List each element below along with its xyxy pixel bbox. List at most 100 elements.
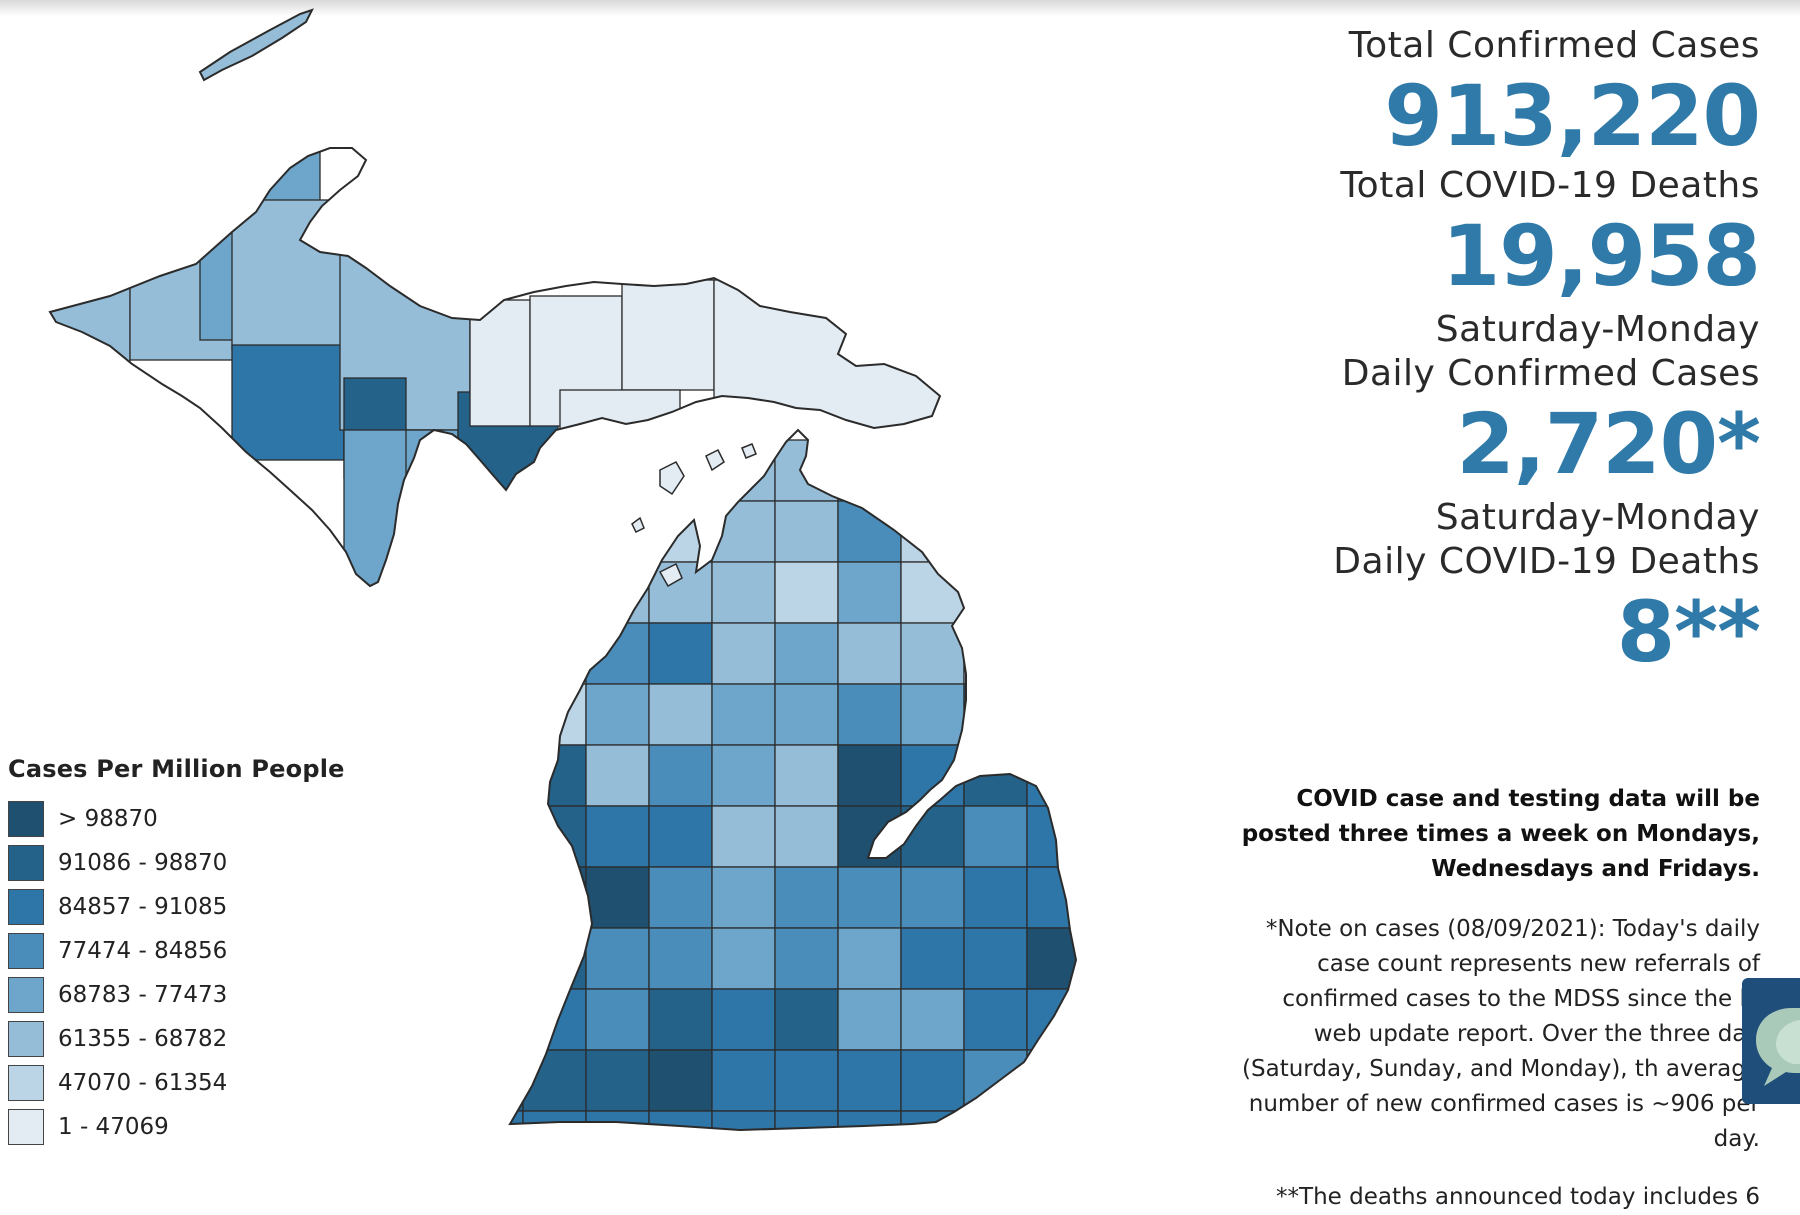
county xyxy=(648,561,713,624)
legend-title: Cases Per Million People xyxy=(8,755,345,783)
legend-item: 61355 - 68782 xyxy=(8,1017,368,1061)
county xyxy=(585,866,650,929)
county xyxy=(522,744,587,807)
county xyxy=(1090,745,1153,806)
chat-bubble-icon xyxy=(1756,1008,1800,1086)
chat-widget-button[interactable] xyxy=(1742,978,1800,1104)
county xyxy=(900,927,965,990)
county xyxy=(1216,684,1279,745)
county xyxy=(585,988,650,1051)
county xyxy=(900,866,965,929)
county xyxy=(900,439,965,502)
county xyxy=(522,683,587,746)
county xyxy=(343,429,445,586)
daily-cases-label-2: Daily Confirmed Cases xyxy=(1341,353,1760,394)
county xyxy=(1153,989,1216,1050)
legend-label: 91086 - 98870 xyxy=(58,850,228,876)
county xyxy=(1090,1111,1153,1172)
legend-items: > 98870 91086 - 98870 84857 - 91085 77474 -… xyxy=(8,797,368,1149)
county xyxy=(1153,745,1216,806)
county xyxy=(585,561,650,624)
county xyxy=(585,1110,650,1130)
county xyxy=(648,500,713,563)
county xyxy=(900,561,965,624)
county xyxy=(585,927,650,990)
county xyxy=(510,988,524,1051)
county xyxy=(648,683,713,746)
county xyxy=(963,622,1028,685)
county xyxy=(774,744,839,807)
county xyxy=(1026,439,1076,502)
county xyxy=(837,439,902,502)
county xyxy=(510,866,524,929)
legend-label: 1 - 47069 xyxy=(58,1114,169,1140)
daily-cases-label-1: Saturday-Monday xyxy=(1435,309,1760,350)
county xyxy=(1153,928,1216,989)
legend-item: 1 - 47069 xyxy=(8,1105,368,1149)
county xyxy=(510,683,524,746)
county xyxy=(711,683,776,746)
legend-label: 61355 - 68782 xyxy=(58,1026,228,1052)
county xyxy=(774,500,839,563)
county xyxy=(1090,989,1153,1050)
legend-swatch xyxy=(8,977,44,1013)
isle-royale xyxy=(198,8,314,82)
county xyxy=(711,500,776,563)
legend-item: > 98870 xyxy=(8,797,368,841)
county xyxy=(510,1049,524,1112)
county xyxy=(711,561,776,624)
county xyxy=(837,683,902,746)
county xyxy=(648,805,713,868)
daily-cases-value: 2,720* xyxy=(1456,395,1761,493)
county xyxy=(963,439,1028,502)
legend-swatch xyxy=(8,801,44,837)
county xyxy=(837,866,902,929)
daily-deaths-label-2: Daily COVID-19 Deaths xyxy=(1333,541,1760,582)
county xyxy=(1153,806,1216,867)
county xyxy=(837,1110,902,1130)
county xyxy=(405,429,459,526)
county xyxy=(774,683,839,746)
county xyxy=(711,927,776,990)
legend-label: 47070 - 61354 xyxy=(58,1070,228,1096)
upper-peninsula-outline xyxy=(48,147,942,588)
county xyxy=(1153,1111,1216,1172)
county xyxy=(774,561,839,624)
county xyxy=(510,927,524,990)
county xyxy=(522,1110,587,1130)
legend-label: 68783 - 77473 xyxy=(58,982,228,1008)
county xyxy=(963,500,1028,563)
legend-item: 77474 - 84856 xyxy=(8,929,368,973)
county xyxy=(231,199,343,351)
county xyxy=(774,866,839,929)
county xyxy=(522,622,587,685)
county xyxy=(510,622,524,685)
county xyxy=(963,805,1028,868)
legend-item: 47070 - 61354 xyxy=(8,1061,368,1105)
deaths-note: **The deaths announced today includes 6 xyxy=(1276,1184,1760,1210)
legend-swatch xyxy=(8,1065,44,1101)
county xyxy=(510,805,524,868)
county xyxy=(648,988,713,1051)
county xyxy=(1153,867,1216,928)
county xyxy=(1026,1049,1076,1112)
county xyxy=(711,866,776,929)
total-deaths-label: Total COVID-19 Deaths xyxy=(1340,165,1760,206)
legend-swatch xyxy=(8,1021,44,1057)
county xyxy=(648,927,713,990)
county xyxy=(711,988,776,1051)
county xyxy=(585,439,650,502)
county xyxy=(774,805,839,868)
county xyxy=(510,744,524,807)
county xyxy=(648,1049,713,1112)
county xyxy=(1026,866,1076,929)
county xyxy=(774,927,839,990)
total-cases-label: Total Confirmed Cases xyxy=(1348,25,1760,66)
county xyxy=(648,744,713,807)
county xyxy=(231,344,345,461)
county xyxy=(837,927,902,990)
county xyxy=(900,988,965,1051)
county xyxy=(837,744,902,807)
legend-item: 84857 - 91085 xyxy=(8,885,368,929)
posting-schedule-notice: COVID case and testing data will be post… xyxy=(1241,786,1760,882)
